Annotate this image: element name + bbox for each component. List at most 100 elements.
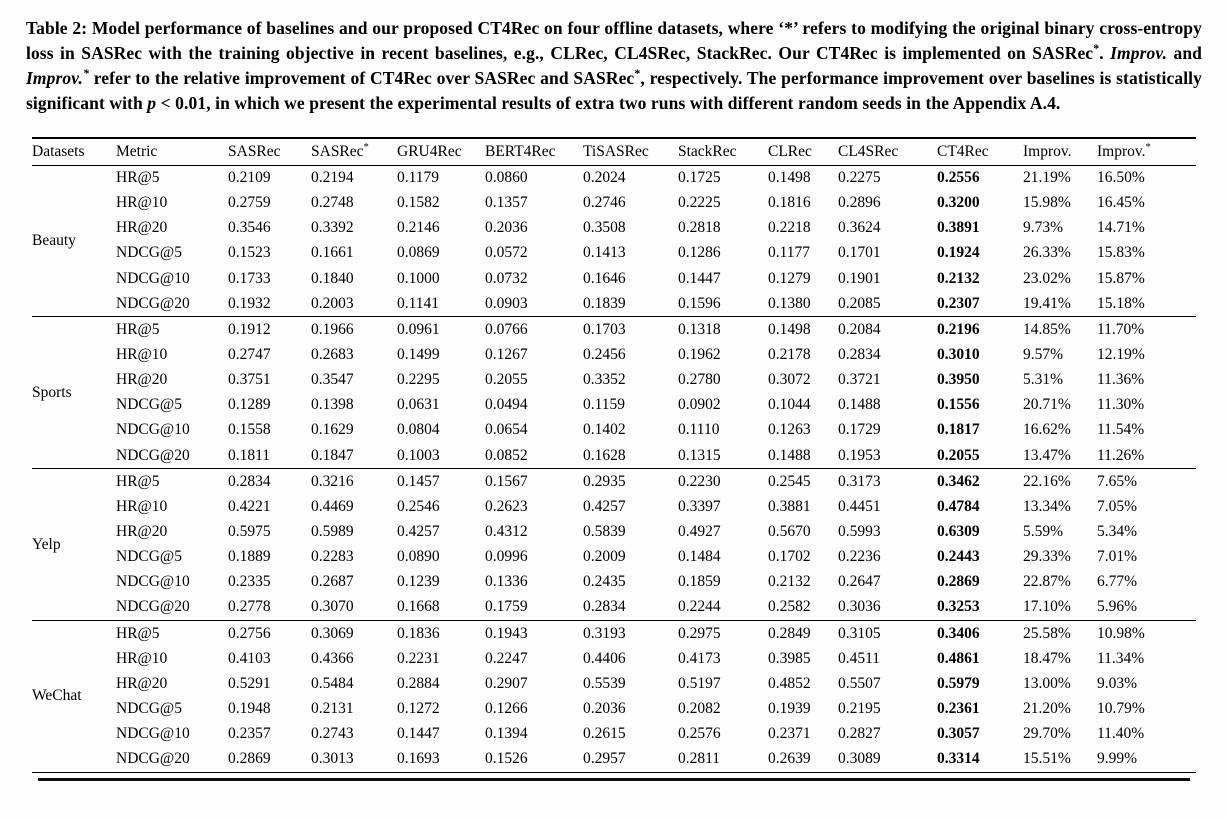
value-cell: 0.5507 [838,674,881,692]
value-cell: 11.26% [1097,446,1145,464]
value-cell: 21.19% [1023,169,1071,187]
value-cell: 15.98% [1023,194,1071,212]
table-row: Beauty HR@5 0.2109 0.2194 0.1179 0.0860 0.2024… [32,165,1196,249]
value-cell: 21.20% [1023,699,1071,717]
value-cell: 0.2869 [228,750,271,768]
value-cell: 0.2036 [583,699,626,717]
value-cell: 0.1394 [485,725,528,743]
value-cell: 0.2639 [768,750,811,768]
value-cell: 0.1932 [228,294,271,312]
value-cell: 0.1661 [311,244,354,262]
value-cell: 0.2295 [397,371,440,389]
table-row: NDCG@20 0.1932 0.2003 0.1141 0.0903 0.1839 0.1… [32,291,1196,317]
value-cell: 0.0860 [485,169,528,187]
value-cell: 16.45% [1097,194,1145,212]
dataset-cell: Yelp [32,468,116,621]
value-cell: 0.2283 [311,548,354,566]
value-cell: 17.10% [1023,598,1071,616]
value-cell: 0.1912 [228,316,311,343]
metric-cell: HR@20 [116,219,168,237]
value-cell: 0.2146 [397,219,440,237]
value-cell: 0.2024 [583,169,626,187]
value-cell: 0.3392 [311,219,354,237]
value-cell: 0.3069 [311,620,397,647]
value-cell: 0.1847 [311,446,354,464]
metric-cell: HR@20 [116,674,168,692]
value-cell: 29.70% [1023,725,1071,743]
value-cell: 29.33% [1023,548,1071,566]
value-cell: 0.1646 [583,269,626,287]
metric-cell: NDCG@20 [116,446,190,464]
value-cell: 22.87% [1023,573,1071,591]
results-table: Datasets Metric SASRec SASRec* GRU4Rec BERT4R… [32,137,1196,773]
value-cell: 0.2834 [838,346,881,363]
value-cell: 0.3624 [838,219,881,237]
metric-cell: NDCG@5 [116,244,182,262]
value-cell: 0.1953 [838,446,881,464]
value-cell: 0.2834 [228,468,311,495]
value-cell: 0.3105 [838,620,937,647]
value-cell: 15.51% [1023,750,1071,768]
value-cell: 0.1836 [397,620,485,647]
value-cell: 0.1759 [485,598,528,616]
value-cell: 0.1315 [678,446,721,464]
value-cell: 0.2194 [311,169,354,187]
value-cell: 13.34% [1023,497,1071,515]
table-body: Beauty HR@5 0.2109 0.2194 0.1179 0.0860 0.2024… [32,165,1196,773]
value-cell: 0.1272 [397,699,440,717]
value-cell: 0.2884 [397,674,440,692]
value-cell: 0.3881 [768,497,811,515]
value-cell: 0.1840 [311,269,354,287]
value-cell: 0.4861 [937,649,980,667]
value-cell: 11.40% [1097,725,1145,743]
value-cell: 0.1488 [768,446,811,464]
value-cell: 0.1558 [228,421,271,439]
value-cell: 0.2647 [838,573,881,591]
value-cell: 18.47% [1023,649,1071,667]
value-cell: 0.2935 [583,468,678,495]
value-cell: 0.3010 [937,346,980,363]
table-caption: Table 2: Model performance of baselines … [26,16,1202,115]
caption-text: , respectively. The performance improvem… [26,67,1202,113]
value-cell: 0.4784 [937,497,980,515]
value-cell: 0.3352 [583,371,626,389]
value-cell: 0.1733 [228,269,271,287]
value-cell: 0.2834 [583,598,626,616]
value-cell: 19.41% [1023,294,1071,312]
metric-cell: NDCG@5 [116,699,182,717]
value-cell: 0.0890 [397,548,440,566]
metric-cell: NDCG@20 [116,294,190,312]
value-cell: 0.0852 [485,446,528,464]
value-cell: 0.2827 [838,725,881,743]
caption-text: refer to the relative improvement of CT4… [88,67,635,88]
table-row: NDCG@20 0.2778 0.3070 0.1668 0.1759 0.2834 0.2… [32,595,1196,621]
table-row: Yelp HR@5 0.2834 0.3216 0.1457 0.1567 0.2935 0.… [32,468,1196,621]
value-cell: 10.79% [1097,699,1145,717]
value-cell: 6.77% [1097,573,1138,591]
metric-cell: NDCG@5 [116,548,182,566]
value-cell: 9.73% [1023,219,1064,237]
value-cell: 0.2556 [937,169,980,187]
value-cell: 0.1526 [485,750,528,768]
value-cell: 0.2036 [485,219,528,237]
value-cell: 0.1703 [583,316,678,343]
value-cell: 0.1398 [311,396,354,414]
value-cell: 0.1939 [768,699,811,717]
metric-cell: HR@10 [116,346,168,363]
caption-p-symbol: p [147,92,157,113]
value-cell: 0.1725 [678,169,721,187]
value-cell: 0.1000 [397,269,440,287]
value-cell: 0.0654 [485,421,528,439]
metric-cell: HR@5 [116,169,160,187]
value-cell: 0.1668 [397,598,440,616]
table-row: NDCG@10 0.2357 0.2743 0.1447 0.1394 0.2615 0.2… [32,722,1196,747]
value-cell: 10.98% [1097,620,1196,647]
value-cell: 14.71% [1097,219,1145,237]
value-cell: 0.1177 [768,244,811,262]
value-cell: 9.03% [1097,674,1138,692]
value-cell: 0.4406 [583,649,626,667]
metric-cell: HR@5 [116,316,228,343]
value-cell: 0.1816 [768,194,811,212]
table-row: HR@20 0.3751 0.3547 0.2295 0.2055 0.3352 0.278… [32,368,1196,393]
value-cell: 0.2244 [678,598,721,616]
